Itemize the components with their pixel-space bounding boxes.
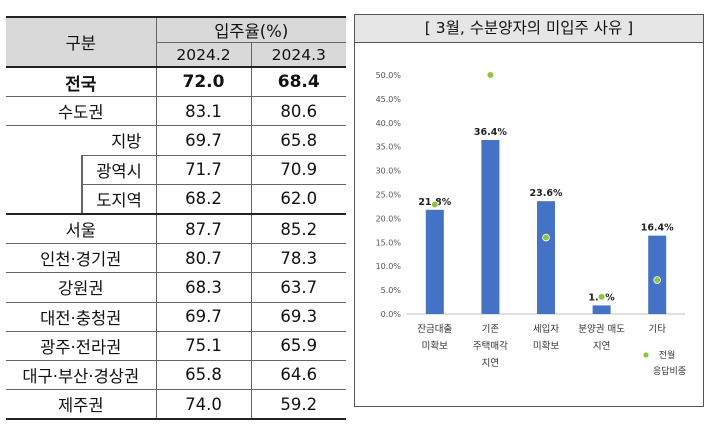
header-col-2024-2: 2024.2 [155, 42, 251, 68]
row-value: 69.3 [250, 302, 346, 332]
x-tick-label: 세입자 [533, 323, 559, 335]
x-tick-label: 지연 [593, 341, 610, 352]
row-label: 대전·충청권 [6, 302, 156, 332]
y-tick-label: 0.0% [381, 310, 402, 319]
header-category: 구분 [6, 16, 156, 68]
row-value: 65.8 [250, 125, 346, 156]
indent-spacer [6, 155, 82, 185]
prev-month-dot [486, 71, 495, 79]
row-label: 전국 [6, 67, 156, 98]
row-value: 69.7 [155, 302, 251, 332]
bar [648, 235, 667, 314]
legend-label: 전월 [659, 349, 676, 361]
row-label: 서울 [6, 213, 156, 245]
chart-title: [ 3월, 수분양자의 미입주 사유 ] [355, 15, 703, 43]
legend-marker [643, 352, 649, 358]
row-value: 72.0 [155, 67, 251, 98]
x-tick-label: 잔금대출 [417, 324, 452, 335]
x-tick-label: 분양권 매도 [578, 323, 625, 335]
x-tick-label: 기존 [482, 324, 500, 335]
bar [481, 140, 500, 314]
header-col-2024-3: 2024.3 [250, 42, 346, 68]
y-tick-label: 15.0% [376, 238, 402, 247]
row-value: 65.9 [250, 331, 346, 361]
y-tick-label: 45.0% [376, 95, 402, 104]
row-label: 지방 [82, 125, 156, 156]
bar-data-label: 16.4% [641, 223, 674, 234]
header-occupancy-rate: 입주율(%) [155, 16, 346, 43]
row-label: 광주·전라권 [6, 331, 156, 361]
non-occupancy-reason-chart-panel: [ 3월, 수분양자의 미입주 사유 ] 0.0% 5.0% 10.0% 15.0% 2… [354, 14, 704, 407]
bar [537, 201, 555, 314]
row-label: 도지역 [81, 184, 156, 215]
y-tick-label: 40.0% [376, 119, 402, 128]
row-value: 65.8 [155, 360, 251, 391]
prev-month-dot [653, 276, 662, 284]
row-value: 71.7 [155, 155, 251, 185]
y-tick-label: 35.0% [376, 143, 402, 152]
prev-month-dot [597, 292, 606, 301]
row-label: 대구·부산·경상권 [6, 360, 156, 391]
row-label: 수도권 [6, 96, 156, 127]
row-value: 70.9 [250, 155, 346, 185]
row-value: 68.2 [155, 184, 251, 215]
y-tick-label: 5.0% [381, 286, 402, 295]
row-value: 85.2 [250, 213, 346, 245]
row-value: 59.2 [250, 389, 346, 421]
y-tick-label: 50.0% [376, 71, 402, 80]
row-value: 78.3 [250, 243, 346, 274]
bar [592, 305, 611, 314]
x-tick-label: 지연 [482, 358, 499, 369]
legend-label: 응답비중 [653, 365, 686, 377]
row-label: 강원권 [6, 272, 156, 303]
y-tick-label: 10.0% [376, 262, 402, 271]
bar-data-label: 23.6% [530, 188, 563, 199]
bar-data-label: 36.4% [474, 127, 507, 138]
prev-month-dot [542, 233, 550, 242]
row-value: 64.6 [250, 360, 346, 391]
row-value: 80.6 [250, 96, 346, 127]
indent-spacer [6, 184, 82, 215]
y-tick-label: 20.0% [376, 214, 402, 223]
row-value: 68.3 [155, 272, 251, 303]
x-tick-label: 기타 [648, 324, 666, 335]
row-value: 87.7 [155, 213, 251, 245]
y-tick-label: 30.0% [376, 167, 402, 176]
bar [425, 209, 444, 314]
row-value: 75.1 [155, 331, 251, 361]
row-label: 광역시 [81, 155, 156, 185]
x-tick-label: 미확보 [533, 340, 559, 352]
row-label: 제주권 [6, 389, 156, 421]
x-tick-label: 주택매각 [473, 340, 508, 352]
indent-spacer [6, 126, 82, 155]
x-tick-label: 미확보 [422, 340, 448, 352]
occupancy-rate-table: 구분 입주율(%) 2024.2 2024.3 전국 72.0 68.4 수도권… [6, 16, 346, 421]
row-value: 80.7 [155, 243, 251, 274]
bar-chart: 0.0% 5.0% 10.0% 15.0% 20.0% 25.0% 30.0% 35.0% 40… [376, 71, 687, 377]
y-tick-label: 25.0% [376, 191, 402, 200]
row-value: 69.7 [155, 125, 251, 156]
row-value: 74.0 [155, 389, 251, 421]
row-value: 63.7 [250, 272, 346, 303]
row-label: 인천·경기권 [6, 243, 156, 274]
prev-month-dot [431, 200, 439, 209]
row-value: 83.1 [155, 96, 251, 127]
row-value: 68.4 [250, 67, 346, 98]
row-value: 62.0 [250, 184, 346, 215]
